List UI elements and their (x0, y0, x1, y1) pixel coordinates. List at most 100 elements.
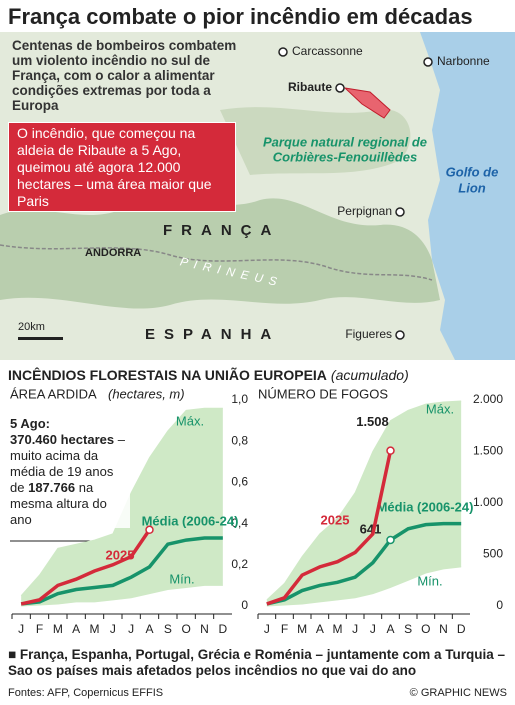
fire-area (343, 87, 391, 119)
hills (220, 107, 411, 175)
park-label: Parque natural regional de (263, 134, 427, 149)
y-tick-label: 0,8 (231, 433, 248, 447)
y-tick-label: 0,6 (231, 475, 248, 489)
place: Figueres (345, 327, 392, 341)
chart-title: ÁREA ARDIDA (10, 386, 97, 401)
x-tick-label: O (181, 622, 190, 636)
x-tick-label: J (110, 622, 116, 636)
sea (420, 32, 515, 360)
series-line (266, 521, 462, 606)
series-line (20, 528, 151, 606)
point-marker (386, 446, 395, 455)
credit: © GRAPHIC NEWS (409, 687, 507, 699)
series-line (21, 584, 223, 607)
y-tick-label: 1.500 (473, 444, 503, 458)
scale-label: 20km (18, 321, 45, 333)
x-tick-label: N (439, 622, 448, 636)
ann-value: 370.460 hectares (10, 432, 115, 447)
chart-title: NÚMERO DE FOGOS (258, 386, 388, 401)
series-label: 2025 (106, 547, 135, 562)
note-text: França, Espanha, Portugal, Grécia e Romé… (8, 647, 506, 678)
park-label: Corbières-Fenouillèdes (273, 149, 417, 164)
series-label: Mín. (417, 573, 442, 588)
series-line (266, 566, 462, 607)
point-marker (386, 535, 395, 545)
series-label: Mín. (169, 571, 194, 586)
scale-bar (18, 337, 63, 340)
x-tick-label: F (281, 622, 288, 636)
separator (0, 360, 515, 362)
point-marker (145, 525, 154, 535)
series-label: Média (2006-24) (142, 513, 239, 528)
place-dot (335, 83, 345, 93)
x-tick-label: A (386, 622, 394, 636)
y-tick-label: 500 (483, 547, 503, 561)
range-band (266, 401, 462, 606)
title: França combate o pior incêndio em década… (8, 4, 473, 29)
ann-average: 187.766 (28, 480, 76, 495)
x-tick-label: F (36, 622, 43, 636)
note: ■ França, Espanha, Portugal, Grécia e Ro… (8, 647, 506, 678)
x-tick-label: J (18, 622, 24, 636)
heading-note: (acumulado) (331, 367, 409, 383)
y-tick-label: 0 (496, 598, 503, 612)
sea-label: Golfo de (446, 164, 499, 179)
series-line (20, 536, 223, 606)
series-line (266, 400, 462, 601)
sea-label: Lion (458, 180, 485, 195)
range-band (21, 408, 223, 606)
x-tick-label: D (457, 622, 466, 636)
series-label: Máx. (426, 401, 454, 416)
series-line (266, 450, 393, 606)
y-tick-label: 1,0 (231, 392, 248, 406)
chart-subtitle: (hectares, m) (108, 386, 185, 401)
x-tick-label: M (53, 622, 63, 636)
y-tick-label: 0,2 (231, 557, 248, 571)
place-dot (395, 330, 405, 340)
x-tick-label: N (200, 622, 209, 636)
callout: O incêndio, que começou na aldeia de Rib… (8, 122, 236, 212)
ann-tail: na mesma altura do ano (10, 480, 107, 527)
x-tick-label: S (404, 622, 412, 636)
annotation: 5 Ago: 370.460 hectares – muito acima da … (10, 416, 130, 528)
x-tick-label: J (128, 622, 134, 636)
place-dot (395, 207, 405, 217)
country-label: FRANÇA (163, 222, 280, 239)
heading: INCÊNDIOS FLORESTAIS NA UNIÃO EUROPEIA (8, 366, 327, 383)
border (0, 244, 433, 281)
x-tick-label: D (218, 622, 227, 636)
y-tick-label: 2.000 (473, 392, 503, 406)
x-tick-label: O (421, 622, 430, 636)
series-label: Máx. (176, 413, 204, 428)
series-label: Média (2006-24) (377, 499, 474, 514)
place: Ribaute (288, 80, 332, 94)
ann-date: 5 Ago: (10, 416, 50, 431)
y-tick-label: 0 (241, 598, 248, 612)
ann-text: – muito acima da média de 19 anos de (10, 432, 125, 495)
intro: Centenas de bombeiros combatem um violen… (12, 38, 237, 113)
x-tick-label: J (264, 622, 270, 636)
country-label: ESPANHA (145, 326, 280, 343)
x-tick-label: A (72, 622, 80, 636)
x-tick-label: M (333, 622, 343, 636)
place-dot (423, 57, 433, 67)
y-tick-label: 0,4 (231, 516, 248, 530)
x-tick-label: M (297, 622, 307, 636)
place-dot (278, 47, 288, 57)
value-label: 1.508 (356, 414, 389, 429)
x-tick-label: S (164, 622, 172, 636)
x-tick-label: A (145, 622, 153, 636)
x-tick-label: J (352, 622, 358, 636)
source: Fontes: AFP, Copernicus EFFIS (8, 687, 164, 699)
map (0, 32, 515, 362)
x-tick-label: A (316, 622, 324, 636)
y-tick-label: 1.000 (473, 495, 503, 509)
place: Perpignan (337, 204, 392, 218)
place: Narbonne (437, 54, 490, 68)
country-label: ANDORRA (85, 247, 141, 259)
mountains (0, 198, 440, 309)
charts-heading: INCÊNDIOS FLORESTAIS NA UNIÃO EUROPEIA (a… (8, 366, 409, 383)
series-label: 2025 (321, 512, 350, 527)
